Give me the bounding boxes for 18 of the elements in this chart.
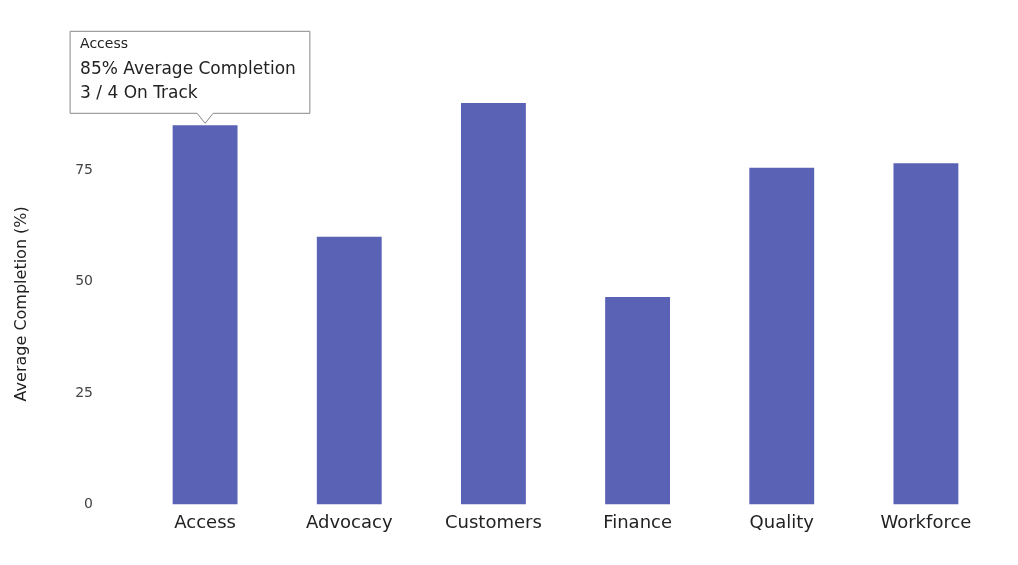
bar <box>460 103 526 505</box>
y-tick-label: 75 <box>75 160 94 177</box>
bar <box>316 236 382 505</box>
y-tick-label: 0 <box>84 495 94 512</box>
bar <box>749 167 815 505</box>
x-tick-label: Finance <box>603 511 673 533</box>
bar <box>893 163 959 505</box>
x-tick-label: Workforce <box>880 511 972 533</box>
x-tick-label: Access <box>174 511 236 533</box>
bar <box>172 125 238 505</box>
annotation: Access 85% Average Completion 3 / 4 On Track <box>80 34 296 103</box>
y-tick-label: 50 <box>75 272 94 289</box>
x-tick-label: Quality <box>749 511 815 533</box>
x-tick-label: Advocacy <box>305 511 393 533</box>
bar <box>605 297 671 505</box>
x-tick-label: Customers <box>445 511 542 533</box>
y-tick-label: 25 <box>75 383 94 400</box>
y-axis-title: Average Completion (%) <box>10 206 30 402</box>
